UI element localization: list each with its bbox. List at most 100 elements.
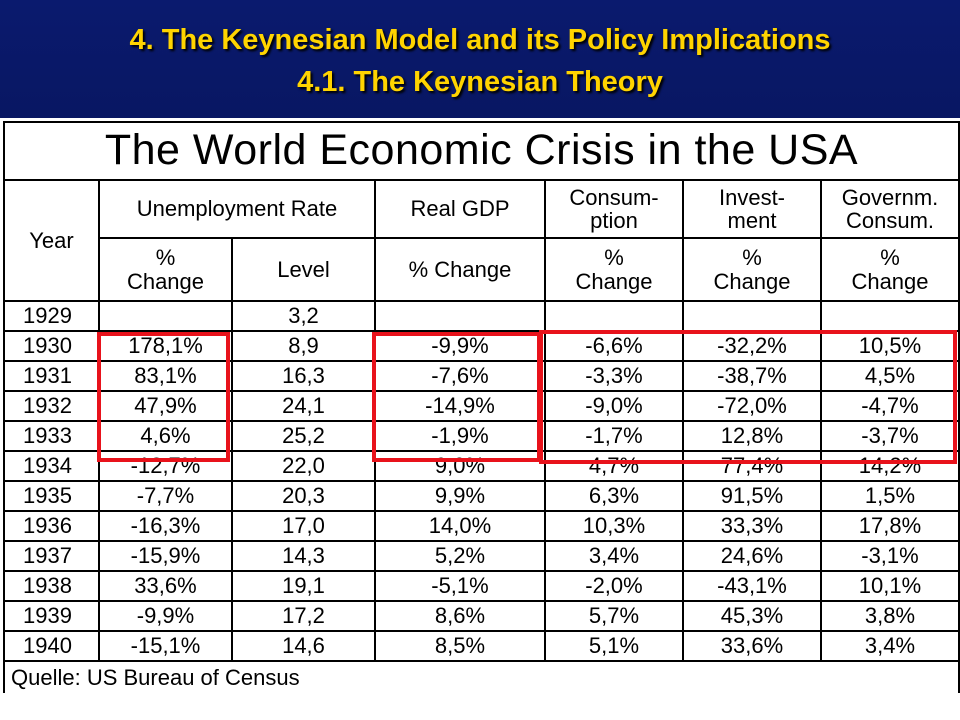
- investment-change-cell: 33,3%: [682, 510, 822, 542]
- consumption-change-cell: 5,1%: [544, 630, 684, 662]
- gdp-change-cell: [374, 300, 546, 332]
- table-row: 1937 -15,9% 14,3 5,2% 3,4% 24,6% -3,1%: [3, 540, 960, 572]
- investment-change-cell: 33,6%: [682, 630, 822, 662]
- unemployment-change-cell: -15,9%: [98, 540, 233, 572]
- government-change-cell: -4,7%: [820, 390, 960, 422]
- table-row: 1934 -12,7% 22,0 9,0% 4,7% 77,4% 14,2%: [3, 450, 960, 482]
- unemployment-level-cell: 17,0: [231, 510, 376, 542]
- year-cell: 1940: [3, 630, 100, 662]
- year-cell: 1935: [3, 480, 100, 512]
- unemployment-level-header: Level: [231, 237, 376, 302]
- table-row: 1935 -7,7% 20,3 9,9% 6,3% 91,5% 1,5%: [3, 480, 960, 512]
- table-row: 1938 33,6% 19,1 -5,1% -2,0% -43,1% 10,1%: [3, 570, 960, 602]
- unemployment-change-cell: -7,7%: [98, 480, 233, 512]
- year-cell: 1930: [3, 330, 100, 362]
- unemployment-header: Unemployment Rate: [98, 179, 376, 239]
- consumption-change-cell: -1,7%: [544, 420, 684, 452]
- gdp-change-cell: 8,5%: [374, 630, 546, 662]
- gdp-change-cell: -9,9%: [374, 330, 546, 362]
- table-row: 1930 178,1% 8,9 -9,9% -6,6% -32,2% 10,5%: [3, 330, 960, 362]
- unemployment-level-cell: 8,9: [231, 330, 376, 362]
- unemployment-level-cell: 17,2: [231, 600, 376, 632]
- gdp-change-cell: -7,6%: [374, 360, 546, 392]
- slide-subtitle: 4.1. The Keynesian Theory: [297, 66, 663, 98]
- investment-change-cell: -38,7%: [682, 360, 822, 392]
- unemployment-level-cell: 22,0: [231, 450, 376, 482]
- consumption-change-cell: -3,3%: [544, 360, 684, 392]
- gdp-change-header: % Change: [374, 237, 546, 302]
- unemployment-level-cell: 14,6: [231, 630, 376, 662]
- unemployment-change-cell: 178,1%: [98, 330, 233, 362]
- investment-header: Invest-ment: [682, 179, 822, 239]
- consumption-change-header: % Change: [544, 237, 684, 302]
- government-change-cell: 14,2%: [820, 450, 960, 482]
- gdp-change-cell: 14,0%: [374, 510, 546, 542]
- government-change-cell: 10,1%: [820, 570, 960, 602]
- consumption-change-cell: -6,6%: [544, 330, 684, 362]
- government-change-cell: [820, 300, 960, 332]
- consumption-change-cell: -9,0%: [544, 390, 684, 422]
- year-cell: 1933: [3, 420, 100, 452]
- consumption-header: Consum-ption: [544, 179, 684, 239]
- year-cell: 1931: [3, 360, 100, 392]
- investment-change-cell: 91,5%: [682, 480, 822, 512]
- unemployment-level-cell: 24,1: [231, 390, 376, 422]
- gdp-change-cell: 5,2%: [374, 540, 546, 572]
- investment-change-cell: -43,1%: [682, 570, 822, 602]
- government-change-cell: 17,8%: [820, 510, 960, 542]
- government-header: Governm. Consum.: [820, 179, 960, 239]
- consumption-change-cell: [544, 300, 684, 332]
- table-row: 1933 4,6% 25,2 -1,9% -1,7% 12,8% -3,7%: [3, 420, 960, 452]
- consumption-change-cell: 4,7%: [544, 450, 684, 482]
- gdp-change-cell: -14,9%: [374, 390, 546, 422]
- consumption-change-cell: 5,7%: [544, 600, 684, 632]
- year-cell: 1929: [3, 300, 100, 332]
- unemployment-change-cell: -15,1%: [98, 630, 233, 662]
- consumption-change-cell: 3,4%: [544, 540, 684, 572]
- investment-change-header: % Change: [682, 237, 822, 302]
- investment-change-cell: -72,0%: [682, 390, 822, 422]
- investment-change-cell: 77,4%: [682, 450, 822, 482]
- government-change-cell: -3,7%: [820, 420, 960, 452]
- government-change-cell: 3,4%: [820, 630, 960, 662]
- year-header: Year: [3, 179, 100, 302]
- unemployment-change-cell: -9,9%: [98, 600, 233, 632]
- table-row: 1936 -16,3% 17,0 14,0% 10,3% 33,3% 17,8%: [3, 510, 960, 542]
- data-sheet: The World Economic Crisis in the USA Yea…: [0, 118, 960, 720]
- unemployment-level-cell: 14,3: [231, 540, 376, 572]
- investment-change-cell: 24,6%: [682, 540, 822, 572]
- year-cell: 1932: [3, 390, 100, 422]
- unemployment-level-cell: 25,2: [231, 420, 376, 452]
- gdp-change-cell: -5,1%: [374, 570, 546, 602]
- unemployment-change-header: % Change: [98, 237, 233, 302]
- government-change-cell: 3,8%: [820, 600, 960, 632]
- table-row: 1932 47,9% 24,1 -14,9% -9,0% -72,0% -4,7%: [3, 390, 960, 422]
- slide-header: 4. The Keynesian Model and its Policy Im…: [0, 0, 960, 118]
- table-row: 1940 -15,1% 14,6 8,5% 5,1% 33,6% 3,4%: [3, 630, 960, 662]
- table-row: 1929 3,2: [3, 300, 960, 332]
- unemployment-change-cell: 83,1%: [98, 360, 233, 392]
- unemployment-level-cell: 3,2: [231, 300, 376, 332]
- government-change-cell: 10,5%: [820, 330, 960, 362]
- unemployment-level-cell: 19,1: [231, 570, 376, 602]
- investment-change-cell: 12,8%: [682, 420, 822, 452]
- unemployment-change-cell: 33,6%: [98, 570, 233, 602]
- year-cell: 1934: [3, 450, 100, 482]
- crisis-table: The World Economic Crisis in the USA Yea…: [3, 121, 960, 693]
- gdp-change-cell: 9,9%: [374, 480, 546, 512]
- slide-title: 4. The Keynesian Model and its Policy Im…: [129, 24, 831, 56]
- investment-change-cell: 45,3%: [682, 600, 822, 632]
- year-cell: 1939: [3, 600, 100, 632]
- table-row: 1939 -9,9% 17,2 8,6% 5,7% 45,3% 3,8%: [3, 600, 960, 632]
- gdp-change-cell: 8,6%: [374, 600, 546, 632]
- consumption-change-cell: 10,3%: [544, 510, 684, 542]
- government-change-cell: -3,1%: [820, 540, 960, 572]
- investment-change-cell: -32,2%: [682, 330, 822, 362]
- government-change-cell: 1,5%: [820, 480, 960, 512]
- government-change-header: % Change: [820, 237, 960, 302]
- year-cell: 1937: [3, 540, 100, 572]
- unemployment-change-cell: 47,9%: [98, 390, 233, 422]
- consumption-change-cell: 6,3%: [544, 480, 684, 512]
- unemployment-level-cell: 20,3: [231, 480, 376, 512]
- investment-change-cell: [682, 300, 822, 332]
